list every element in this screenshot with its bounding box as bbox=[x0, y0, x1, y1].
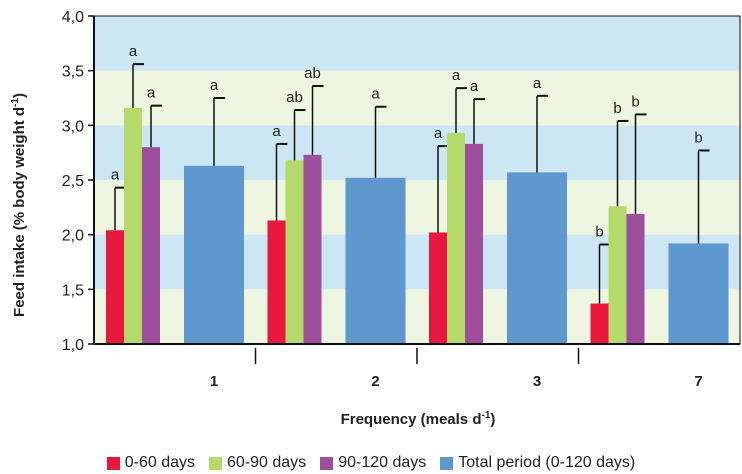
bar bbox=[285, 160, 304, 344]
y-tick-label: 4,0 bbox=[62, 9, 84, 26]
significance-label: b bbox=[694, 129, 702, 146]
y-tick-label: 3,0 bbox=[62, 118, 84, 135]
y-tick-label: 1,0 bbox=[62, 337, 84, 354]
x-tick-label: 2 bbox=[371, 373, 379, 390]
significance-label: a bbox=[111, 167, 120, 184]
legend-item: 90-120 days bbox=[320, 454, 426, 472]
y-tick-label: 3,5 bbox=[62, 64, 84, 81]
significance-label: a bbox=[470, 78, 479, 95]
significance-label: a bbox=[272, 123, 281, 140]
bar bbox=[184, 165, 244, 344]
significance-label: a bbox=[434, 125, 443, 142]
x-tick-label: 7 bbox=[694, 373, 702, 390]
legend-label: 90-120 days bbox=[338, 454, 427, 471]
legend-label: 60-90 days bbox=[227, 454, 307, 471]
y-tick-label: 1,5 bbox=[62, 282, 84, 299]
significance-label: a bbox=[452, 67, 461, 84]
significance-label: a bbox=[129, 43, 138, 60]
bar bbox=[507, 172, 567, 344]
significance-label: ab bbox=[304, 65, 321, 82]
significance-label: a bbox=[147, 85, 156, 102]
bar bbox=[429, 232, 447, 344]
legend-swatch bbox=[320, 456, 334, 470]
bar bbox=[668, 243, 729, 344]
x-categories: 1 2 3 7 bbox=[210, 348, 703, 390]
x-axis-title: Frequency (meals d-1) bbox=[341, 410, 496, 428]
y-tick-label: 2,0 bbox=[62, 228, 84, 245]
legend-swatch bbox=[209, 456, 223, 470]
significance-label: ab bbox=[286, 89, 303, 106]
legend: 0-60 days 60-90 days 90-120 days Total peri… bbox=[0, 452, 742, 474]
significance-label: b bbox=[631, 93, 639, 110]
y-axis-title: Feed intake (% body weight d-1) bbox=[10, 93, 28, 317]
significance-label: a bbox=[210, 77, 219, 94]
bar bbox=[124, 107, 142, 344]
bar bbox=[626, 213, 645, 344]
y-ticks: 1,0 1,5 2,0 2,5 3,0 3,5 4,0 bbox=[62, 9, 94, 354]
bar bbox=[267, 220, 286, 344]
grid-band bbox=[94, 70, 740, 126]
significance-label: a bbox=[371, 86, 380, 103]
legend-item: 60-90 days bbox=[209, 454, 306, 472]
bar bbox=[608, 206, 627, 344]
bar bbox=[465, 143, 483, 344]
bar bbox=[142, 147, 160, 344]
legend-label: 0-60 days bbox=[124, 454, 196, 471]
legend-swatch bbox=[440, 456, 454, 470]
y-tick-label: 2,5 bbox=[62, 173, 84, 190]
significance-label: a bbox=[533, 75, 542, 92]
legend-swatch bbox=[106, 456, 120, 470]
bar bbox=[590, 303, 609, 344]
bar bbox=[345, 177, 406, 344]
bar bbox=[447, 132, 465, 344]
legend-item: Total period (0-120 days) bbox=[440, 454, 635, 472]
grid-band bbox=[94, 16, 740, 71]
significance-label: b bbox=[613, 100, 621, 117]
bar bbox=[106, 230, 124, 344]
significance-label: b bbox=[595, 224, 603, 241]
legend-item: 0-60 days bbox=[106, 454, 196, 472]
bar bbox=[303, 154, 322, 344]
legend-label: Total period (0-120 days) bbox=[458, 454, 636, 471]
x-tick-label: 1 bbox=[210, 373, 218, 390]
x-tick-label: 3 bbox=[533, 373, 541, 390]
